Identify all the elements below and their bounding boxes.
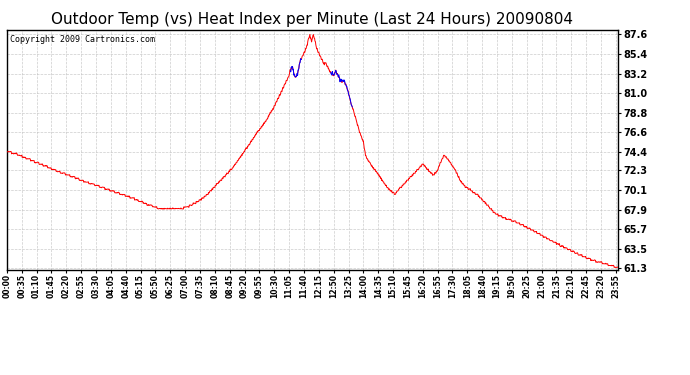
Text: Copyright 2009 Cartronics.com: Copyright 2009 Cartronics.com	[10, 35, 155, 44]
Title: Outdoor Temp (vs) Heat Index per Minute (Last 24 Hours) 20090804: Outdoor Temp (vs) Heat Index per Minute …	[51, 12, 573, 27]
